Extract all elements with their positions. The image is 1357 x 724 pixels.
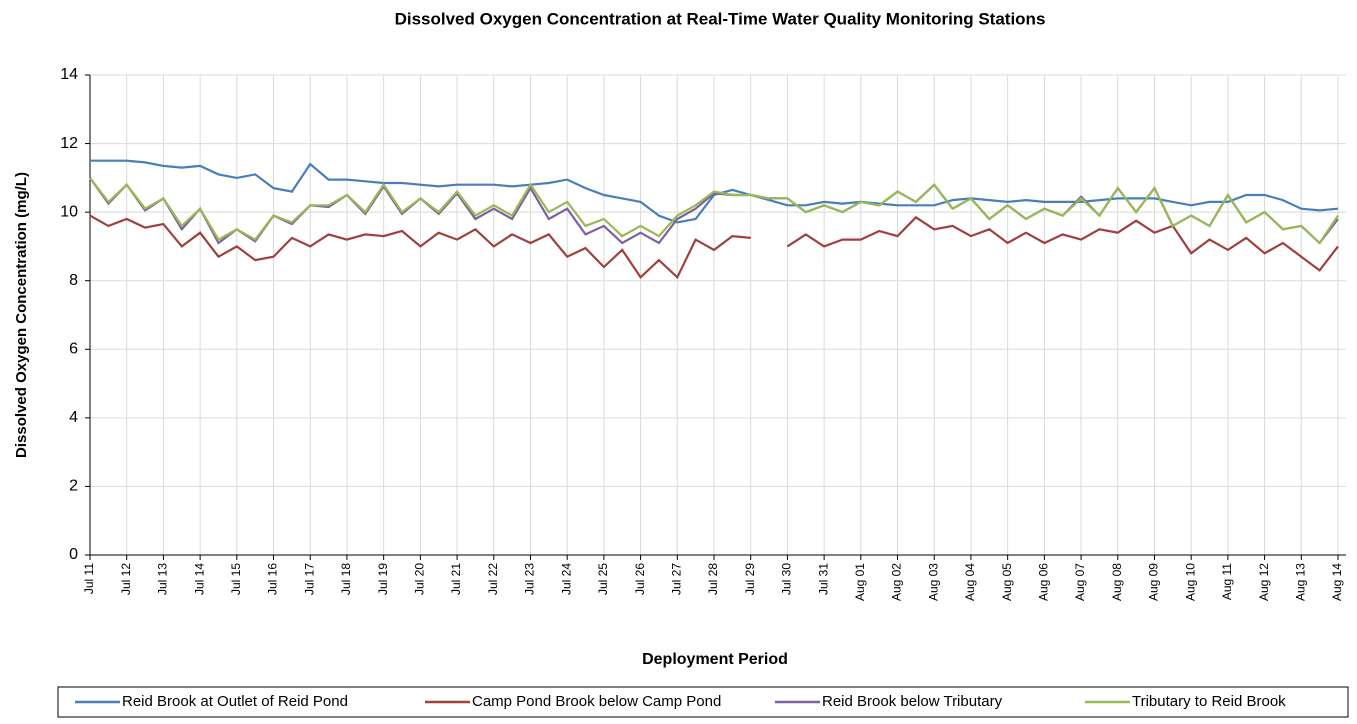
x-tick-label: Aug 12 [1257,563,1271,601]
x-tick-label: Jul 18 [339,563,353,595]
x-tick-label: Jul 15 [229,563,243,595]
x-axis-title: Deployment Period [642,651,788,668]
y-tick-label: 10 [60,203,78,220]
y-tick-label: 4 [69,409,78,426]
y-tick-label: 12 [60,135,78,152]
chart-title: Dissolved Oxygen Concentration at Real-T… [395,9,1046,28]
x-tick-label: Jul 16 [266,563,280,595]
x-tick-label: Jul 30 [780,563,794,595]
x-tick-label: Jul 17 [302,563,316,595]
x-tick-label: Jul 26 [633,563,647,595]
x-tick-label: Aug 14 [1330,563,1344,601]
x-tick-label: Jul 19 [376,563,390,595]
y-tick-label: 6 [69,341,78,358]
series-line [89,177,1339,245]
x-tick-label: Aug 07 [1073,563,1087,601]
x-tick-label: Jul 13 [156,563,170,595]
x-tick-label: Jul 20 [413,563,427,595]
x-tick-label: Aug 04 [963,563,977,601]
x-tick-label: Jul 23 [523,563,537,595]
x-tick-label: Jul 28 [706,563,720,595]
x-tick-label: Jul 12 [119,563,133,595]
x-tick-label: Jul 29 [743,563,757,595]
x-tick-label: Aug 13 [1293,563,1307,601]
y-tick-label: 0 [69,546,78,563]
legend-label: Camp Pond Brook below Camp Pond [472,693,721,710]
x-tick-label: Jul 27 [669,563,683,595]
legend-label: Tributary to Reid Brook [1132,693,1286,710]
x-tick-label: Jul 22 [486,563,500,595]
series-line [90,159,1339,224]
x-tick-label: Jul 14 [192,563,206,595]
legend-label: Reid Brook below Tributary [822,693,1003,710]
x-tick-label: Aug 10 [1183,563,1197,601]
y-tick-label: 14 [60,66,78,83]
x-tick-label: Aug 01 [853,563,867,601]
x-tick-label: Aug 05 [1000,563,1014,601]
y-tick-label: 8 [69,272,78,289]
x-tick-label: Aug 06 [1037,563,1051,601]
x-tick-label: Jul 31 [816,563,830,595]
series-line [89,214,1339,280]
x-tick-label: Aug 08 [1110,563,1124,601]
x-tick-label: Aug 03 [926,563,940,601]
x-tick-label: Aug 11 [1220,563,1234,600]
y-tick-label: 2 [69,478,78,495]
x-tick-label: Jul 11 [82,563,96,594]
y-axis-title: Dissolved Oxygen Concentration (mg/L) [13,172,30,458]
legend-box [57,686,1349,718]
x-tick-label: Jul 25 [596,563,610,595]
x-tick-label: Jul 21 [449,563,463,595]
x-tick-label: Aug 09 [1147,563,1161,601]
x-tick-label: Jul 24 [559,563,573,595]
legend-label: Reid Brook at Outlet of Reid Pond [122,693,348,710]
x-tick-label: Aug 02 [890,563,904,601]
